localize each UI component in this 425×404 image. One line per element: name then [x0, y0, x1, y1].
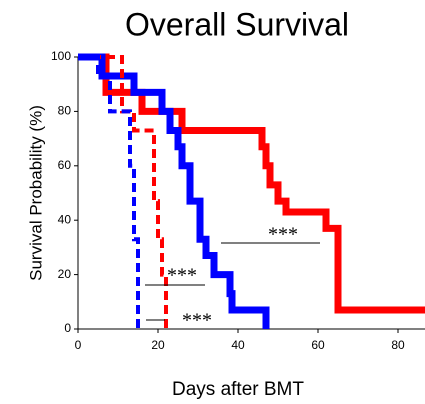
- survival-curve: [78, 53, 270, 329]
- x-tick-label: 60: [311, 338, 325, 352]
- dashed-survival-curve: [78, 55, 168, 329]
- survival-curve: [78, 53, 425, 314]
- dashed-survival-curve: [78, 55, 140, 329]
- y-tick-label: 40: [58, 212, 72, 226]
- annotation: ***: [268, 224, 298, 246]
- x-tick-label: 20: [151, 338, 165, 352]
- x-axis-label: Days after BMT: [172, 379, 304, 400]
- y-tick-label: 80: [58, 104, 72, 118]
- x-tick-label: 40: [231, 338, 245, 352]
- annotation: ***: [182, 310, 212, 332]
- y-tick-label: 0: [64, 321, 71, 335]
- annotation: ***: [167, 265, 197, 287]
- y-tick-label: 20: [58, 267, 72, 281]
- y-tick-label: 60: [58, 158, 72, 172]
- y-tick-label: 100: [51, 49, 71, 63]
- y-axis-label: Survival Probability (%): [26, 105, 45, 281]
- x-tick-label: 0: [75, 338, 82, 352]
- chart-title: Overall Survival: [125, 6, 349, 42]
- x-tick-label: 80: [391, 338, 405, 352]
